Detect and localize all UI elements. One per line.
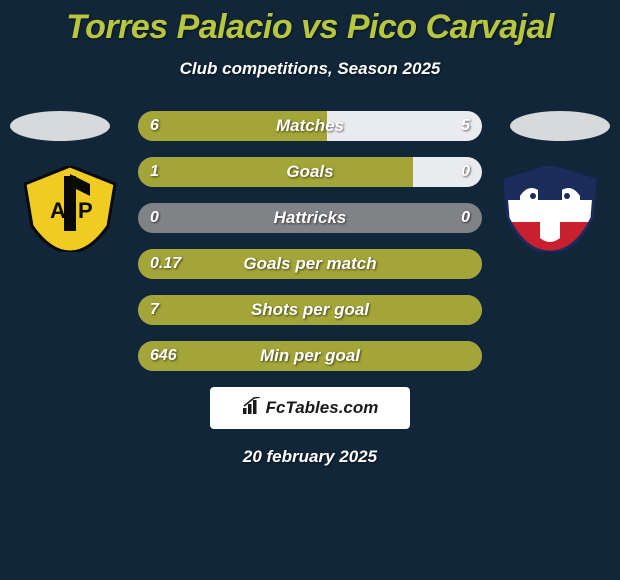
stat-row: Shots per goal7 xyxy=(138,295,482,325)
stat-label: Shots per goal xyxy=(138,295,482,325)
svg-text:A: A xyxy=(50,198,66,223)
stat-value-left: 6 xyxy=(150,111,159,141)
stat-label: Min per goal xyxy=(138,341,482,371)
stat-label: Hattricks xyxy=(138,203,482,233)
infographic-container: Torres Palacio vs Pico Carvajal Club com… xyxy=(0,0,620,580)
ellipse-left xyxy=(10,111,110,141)
stat-value-left: 7 xyxy=(150,295,159,325)
stat-value-left: 646 xyxy=(150,341,177,371)
chart-icon xyxy=(242,397,262,420)
subtitle: Club competitions, Season 2025 xyxy=(0,59,620,79)
stat-value-right: 0 xyxy=(461,157,470,187)
stat-value-left: 1 xyxy=(150,157,159,187)
ellipse-right xyxy=(510,111,610,141)
page-title: Torres Palacio vs Pico Carvajal xyxy=(0,0,620,47)
stat-label: Goals xyxy=(138,157,482,187)
stat-row: Min per goal646 xyxy=(138,341,482,371)
stat-row: Goals1 0 xyxy=(138,157,482,187)
stat-value-right: 5 xyxy=(461,111,470,141)
stat-value-left: 0.17 xyxy=(150,249,181,279)
svg-text:P: P xyxy=(78,198,93,223)
stat-row: Goals per match0.17 xyxy=(138,249,482,279)
stat-label: Goals per match xyxy=(138,249,482,279)
stat-row: Matches6 5 xyxy=(138,111,482,141)
branding-text: FcTables.com xyxy=(266,398,379,418)
stat-value-left: 0 xyxy=(150,203,159,233)
team-badge-right xyxy=(500,166,600,252)
stat-label: Matches xyxy=(138,111,482,141)
stat-value-right: 0 xyxy=(461,203,470,233)
date-text: 20 february 2025 xyxy=(0,447,620,467)
stat-bars: Matches65Goals10Hattricks00Goals per mat… xyxy=(138,111,482,371)
team-badge-left: A P xyxy=(20,166,120,252)
branding-badge: FcTables.com xyxy=(210,387,410,429)
stats-area: A P Matches65Goals10Hattri xyxy=(0,111,620,371)
stat-row: Hattricks0 0 xyxy=(138,203,482,233)
